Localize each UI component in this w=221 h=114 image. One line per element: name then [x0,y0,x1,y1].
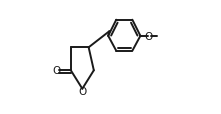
Text: O: O [52,66,61,76]
Text: O: O [144,32,152,41]
Text: O: O [78,86,86,96]
